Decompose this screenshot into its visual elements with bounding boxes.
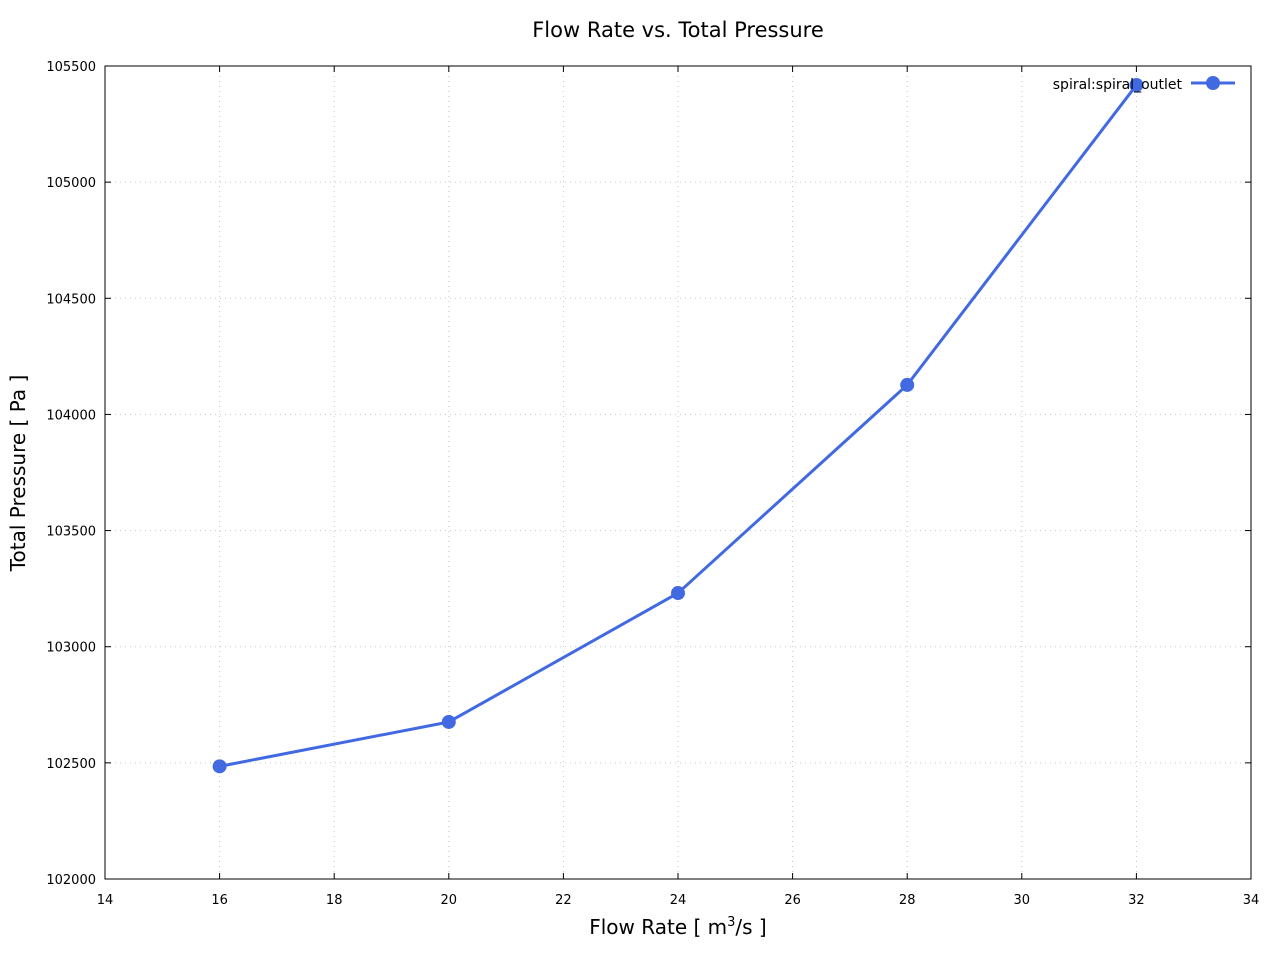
x-axis-label-suffix: /s ] (735, 915, 766, 939)
x-tick-label: 16 (211, 893, 228, 908)
legend-marker (1206, 76, 1220, 90)
x-axis-label-sup: 3 (727, 915, 735, 930)
x-tick-label: 22 (555, 893, 572, 908)
x-tick-label: 26 (784, 893, 801, 908)
x-tick-label: 34 (1243, 893, 1260, 908)
y-tick-label: 103500 (46, 525, 96, 540)
x-axis-label: Flow Rate [ m3/s ] (589, 915, 766, 939)
grid (105, 66, 1251, 879)
chart-title: Flow Rate vs. Total Pressure (532, 18, 824, 42)
x-tick-label: 32 (1128, 893, 1145, 908)
y-tick-label: 105500 (46, 60, 96, 75)
legend: spiral:spiral_outlet (1053, 76, 1235, 93)
data-point (212, 759, 227, 774)
y-tick-label: 104000 (46, 408, 96, 423)
x-tick-label: 30 (1014, 893, 1031, 908)
legend-label: spiral:spiral_outlet (1053, 77, 1183, 93)
series-line (219, 84, 1138, 768)
x-tick-label: 20 (441, 893, 458, 908)
x-tick-label: 18 (326, 893, 343, 908)
y-tick-label: 102000 (46, 873, 96, 888)
plot-frame (104, 65, 1252, 880)
y-tick-label: 104500 (46, 292, 96, 307)
y-axis-label: Total Pressure [ Pa ] (6, 375, 30, 573)
data-point (1129, 78, 1144, 93)
x-axis-label-main: Flow Rate [ m (589, 915, 727, 939)
data-point (900, 377, 915, 392)
ticks: 14 16 18 20 22 24 26 28 30 32 34 102000 102500 103000… (46, 60, 1259, 908)
data-point (441, 714, 456, 729)
y-tick-label: 103000 (46, 641, 96, 656)
series (212, 78, 1144, 774)
y-tick-label: 102500 (46, 757, 96, 772)
data-point (671, 586, 685, 601)
x-tick-label: 24 (670, 893, 687, 908)
x-tick-label: 14 (97, 893, 114, 908)
x-tick-label: 28 (899, 893, 916, 908)
y-tick-label: 105000 (46, 176, 96, 191)
